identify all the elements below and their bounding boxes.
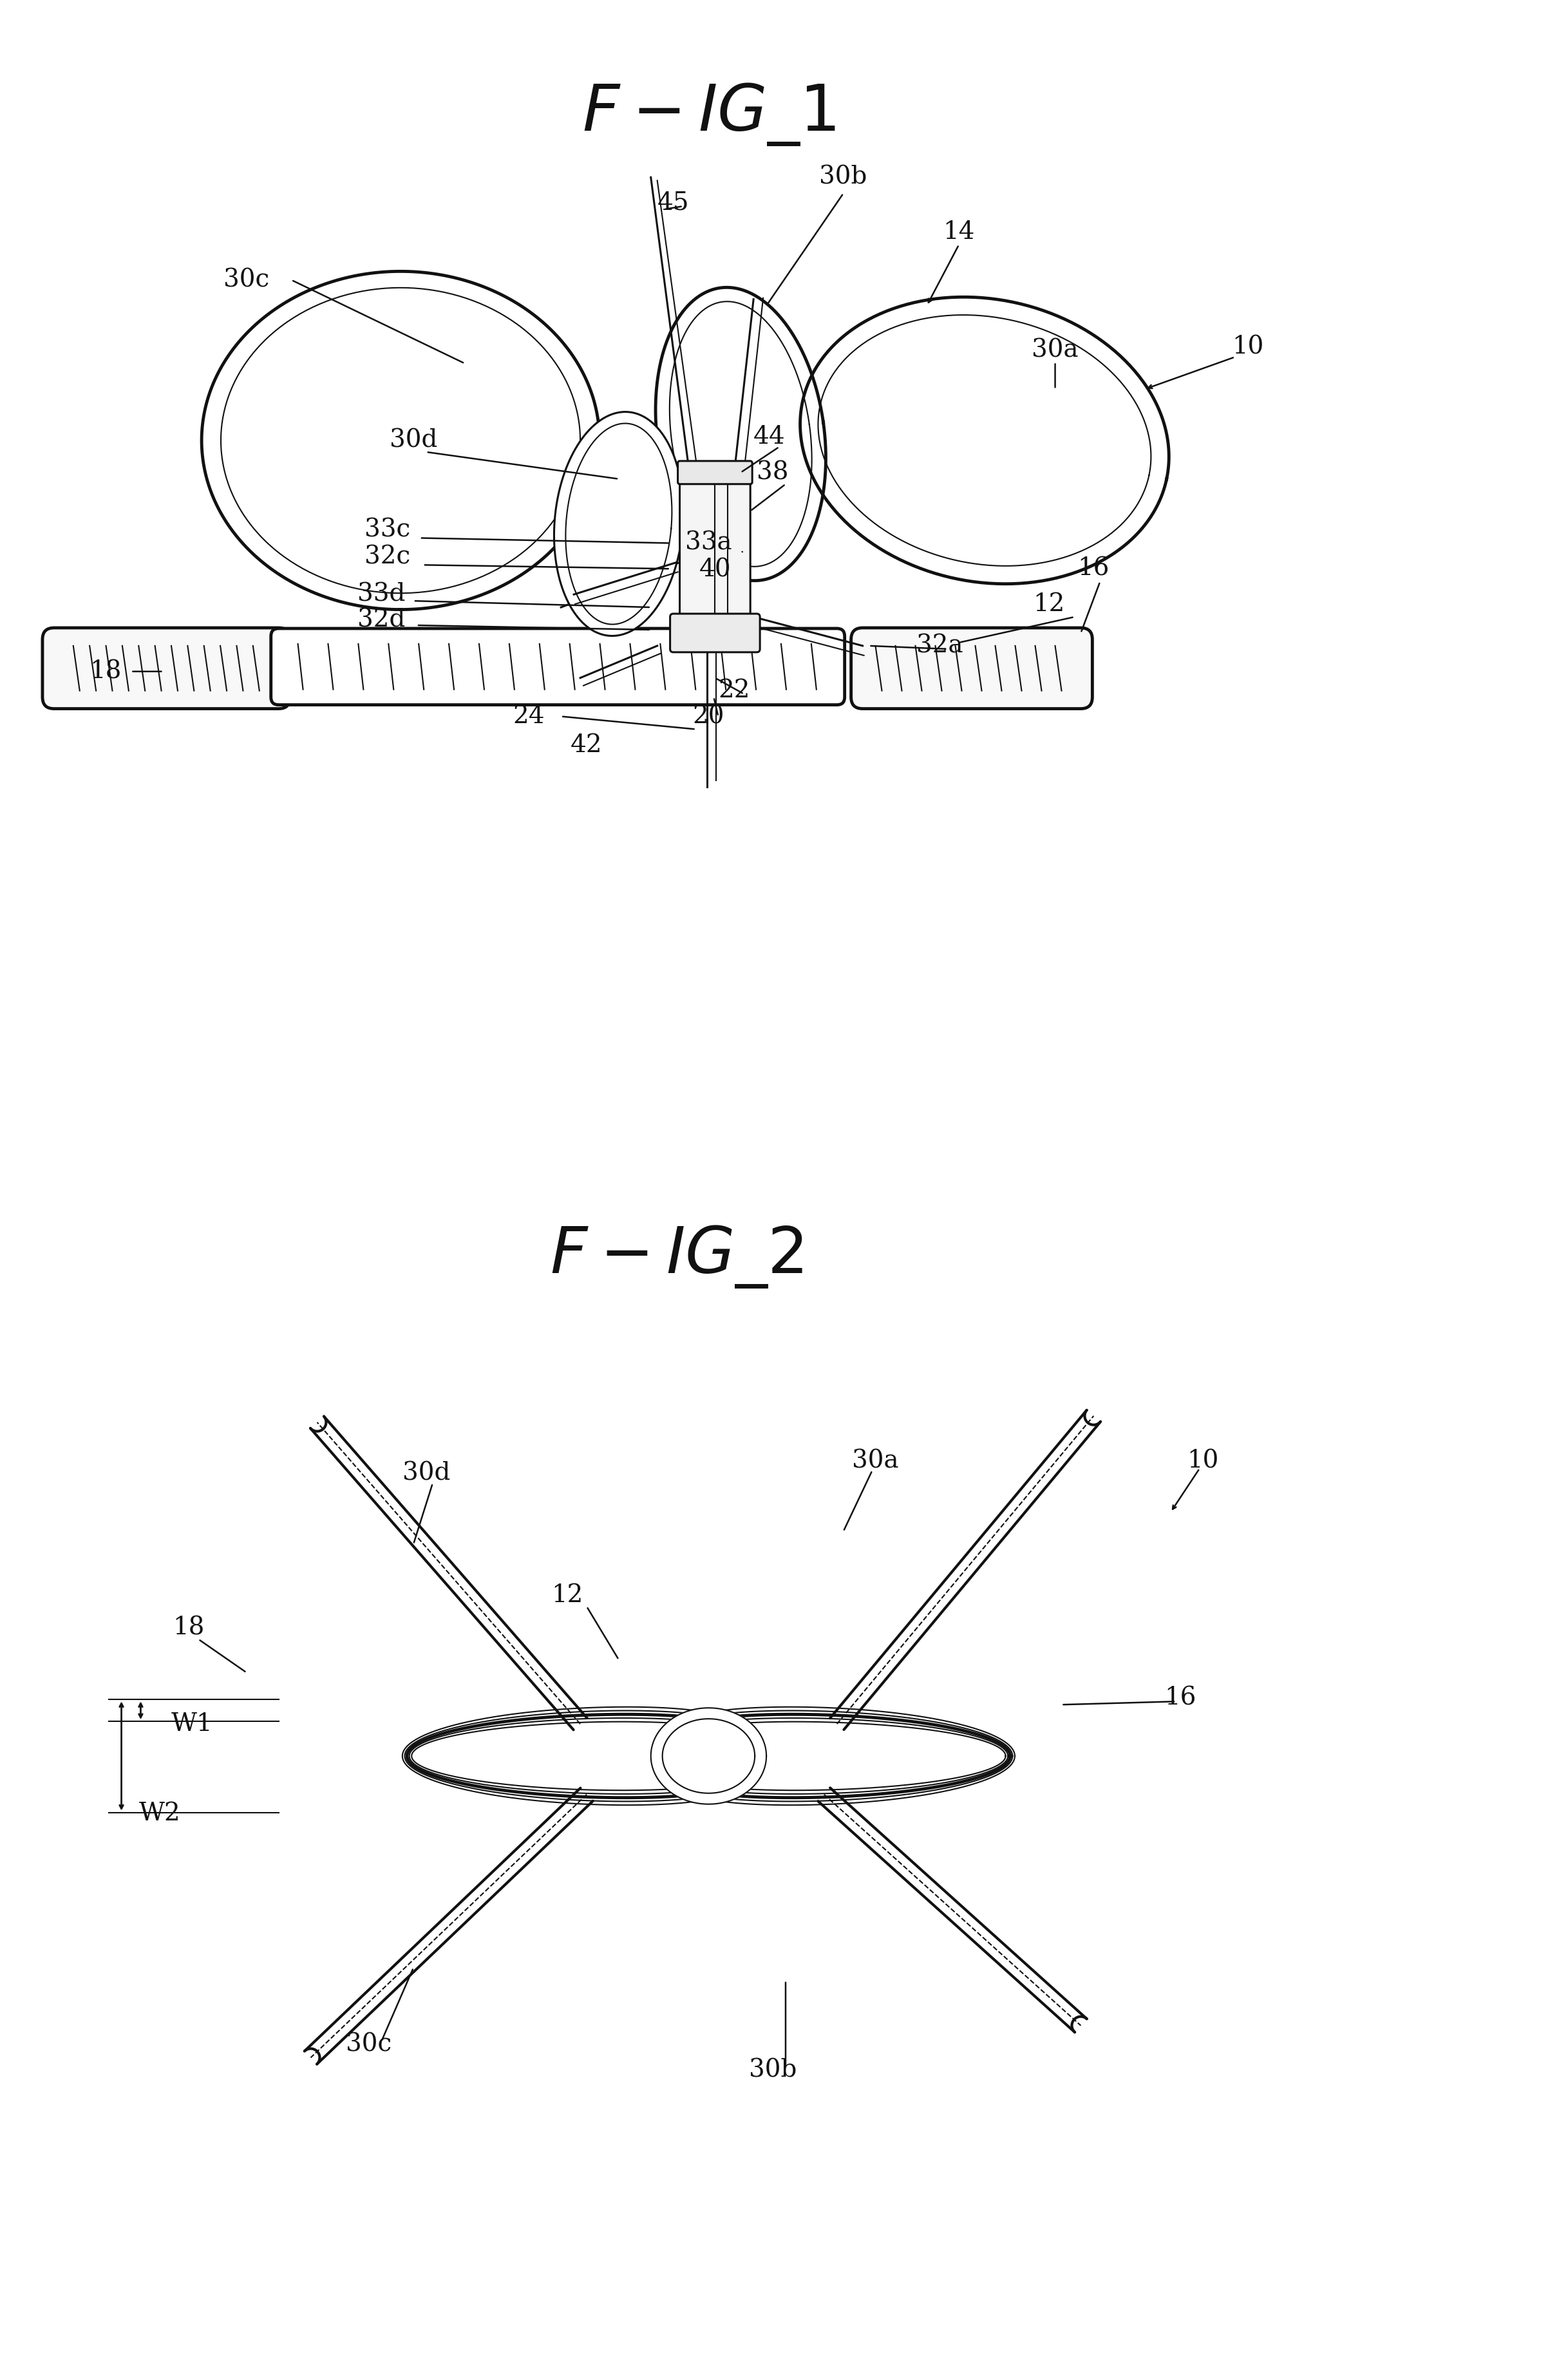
Polygon shape xyxy=(405,1709,1013,1802)
Text: $\mathit{F{\rm -}IG\_1}$: $\mathit{F{\rm -}IG\_1}$ xyxy=(582,81,836,147)
Text: 33d: 33d xyxy=(358,583,405,607)
Text: 32d: 32d xyxy=(358,609,405,633)
Text: 30a: 30a xyxy=(1032,339,1079,363)
Polygon shape xyxy=(412,1721,1005,1790)
Text: 16: 16 xyxy=(1077,557,1110,581)
Text: 30a: 30a xyxy=(851,1449,898,1472)
Text: 24: 24 xyxy=(513,704,546,728)
Polygon shape xyxy=(408,1714,1010,1797)
FancyBboxPatch shape xyxy=(670,614,760,652)
Text: 30b: 30b xyxy=(750,2058,797,2082)
Polygon shape xyxy=(554,413,684,635)
Text: 40: 40 xyxy=(699,557,731,581)
Polygon shape xyxy=(655,287,826,581)
Text: 10: 10 xyxy=(1187,1449,1218,1472)
Text: W1: W1 xyxy=(171,1712,213,1736)
FancyBboxPatch shape xyxy=(851,628,1093,709)
Text: $\mathit{F{\rm -}IG\_2}$: $\mathit{F{\rm -}IG\_2}$ xyxy=(550,1223,803,1290)
Polygon shape xyxy=(202,270,599,609)
Text: 45: 45 xyxy=(657,192,690,216)
Text: 16: 16 xyxy=(1165,1686,1196,1709)
Text: 42: 42 xyxy=(571,733,602,756)
Text: 10: 10 xyxy=(1232,334,1264,360)
Text: 30c: 30c xyxy=(345,2032,392,2056)
Polygon shape xyxy=(403,1707,1014,1804)
Text: 12: 12 xyxy=(552,1584,583,1608)
Text: 30b: 30b xyxy=(820,166,867,190)
Text: 32c: 32c xyxy=(365,545,411,569)
Text: 22: 22 xyxy=(718,678,750,702)
Text: 33c: 33c xyxy=(365,519,411,543)
Text: 38: 38 xyxy=(757,460,789,484)
Polygon shape xyxy=(409,1719,1008,1795)
Text: W2: W2 xyxy=(140,1802,180,1826)
Polygon shape xyxy=(651,1707,767,1804)
Text: 14: 14 xyxy=(942,221,975,244)
Text: 44: 44 xyxy=(754,424,786,448)
Text: 33a: 33a xyxy=(685,531,732,555)
Text: 30c: 30c xyxy=(224,268,270,292)
Text: 32a: 32a xyxy=(916,633,963,657)
FancyBboxPatch shape xyxy=(271,628,845,704)
FancyBboxPatch shape xyxy=(679,469,751,624)
FancyBboxPatch shape xyxy=(677,460,753,484)
Text: 20: 20 xyxy=(693,704,724,728)
FancyBboxPatch shape xyxy=(42,628,290,709)
Polygon shape xyxy=(800,296,1168,583)
Text: 18: 18 xyxy=(172,1615,205,1641)
Text: 30d: 30d xyxy=(389,429,437,453)
Text: 12: 12 xyxy=(1033,593,1065,616)
Text: 30d: 30d xyxy=(403,1463,450,1487)
Text: 18: 18 xyxy=(89,659,121,683)
